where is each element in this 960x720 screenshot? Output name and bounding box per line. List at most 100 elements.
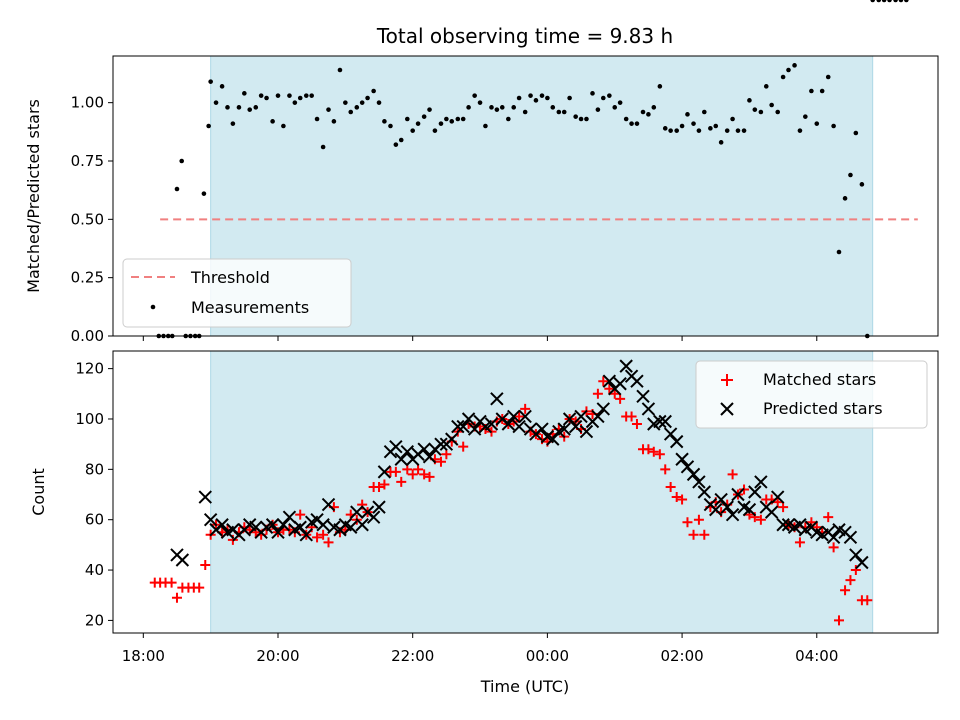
predicted-star-point bbox=[669, 434, 684, 449]
measurement-point bbox=[354, 105, 360, 110]
measurement-point bbox=[516, 95, 522, 101]
measurement-point bbox=[819, 88, 825, 94]
predicted-star-point bbox=[562, 412, 577, 426]
matched-star-point bbox=[626, 411, 637, 422]
matched-star-point bbox=[665, 481, 676, 492]
matched-star-point bbox=[682, 517, 693, 528]
predicted-star-point bbox=[546, 432, 560, 446]
matched-star-point bbox=[312, 532, 323, 543]
predicted-star-point bbox=[720, 500, 734, 514]
top-y-tick-label: 0.75 bbox=[71, 152, 104, 170]
predicted-star-point bbox=[445, 432, 459, 446]
top-legend: Threshold Measurements bbox=[122, 258, 352, 328]
bottom-x-axis-ticks: 18:00 20:00 22:00 00:00 02:00 04:00 bbox=[122, 633, 838, 665]
predicted-star-point bbox=[456, 419, 470, 434]
matched-star-point bbox=[660, 464, 671, 475]
matched-star-point bbox=[424, 471, 435, 482]
measurement-point bbox=[809, 88, 814, 94]
matched-star-point bbox=[250, 527, 261, 538]
measurement-point bbox=[499, 105, 505, 110]
measurement-point bbox=[275, 93, 281, 98]
measurement-point bbox=[646, 112, 651, 117]
measurement-point bbox=[786, 67, 791, 73]
matched-star-point bbox=[323, 537, 334, 548]
bottom-y-axis-ticks: 20 40 60 80 100 120 bbox=[75, 360, 113, 629]
measurement-point bbox=[836, 249, 842, 255]
predicted-star-point bbox=[400, 445, 415, 459]
predicted-star-point bbox=[276, 518, 291, 532]
matched-star-point bbox=[862, 595, 873, 606]
predicted-star-point bbox=[215, 518, 229, 532]
predicted-star-point bbox=[849, 548, 863, 562]
predicted-star-point bbox=[613, 377, 627, 391]
matched-star-point bbox=[850, 565, 861, 576]
matched-star-point bbox=[671, 492, 682, 503]
predicted-star-point bbox=[394, 452, 408, 466]
measurement-point bbox=[848, 172, 853, 178]
x-tick-label: 02:00 bbox=[660, 647, 703, 665]
matched-star-point bbox=[396, 476, 407, 487]
predicted-star-point bbox=[417, 442, 431, 456]
measurement-point bbox=[617, 100, 623, 105]
measurement-point bbox=[348, 109, 354, 115]
measurement-point bbox=[825, 74, 831, 80]
measurement-point bbox=[758, 109, 764, 115]
measurement-point bbox=[792, 63, 797, 68]
measurement-point bbox=[752, 107, 758, 112]
measurement-point bbox=[561, 109, 567, 115]
predicted-star-point bbox=[366, 510, 381, 524]
measurement-point bbox=[292, 100, 298, 105]
legend-measurements-swatch bbox=[150, 304, 156, 310]
matched-star-point bbox=[171, 592, 182, 603]
measurement-point bbox=[634, 121, 640, 126]
measurement-point bbox=[702, 109, 707, 115]
measurement-point bbox=[213, 100, 219, 105]
measurement-point bbox=[225, 105, 230, 110]
measurement-point bbox=[803, 114, 808, 119]
measurement-point bbox=[494, 107, 500, 112]
predicted-star-point bbox=[764, 505, 779, 519]
matched-star-point bbox=[794, 537, 805, 548]
top-x-axis-ticks bbox=[142, 336, 818, 341]
measurement-point bbox=[405, 116, 410, 122]
measurement-point bbox=[797, 128, 803, 133]
measurement-point bbox=[281, 123, 286, 129]
measurement-point bbox=[831, 123, 836, 129]
measurement-point bbox=[174, 186, 180, 192]
predicted-star-point bbox=[714, 492, 728, 507]
matched-star-point bbox=[845, 575, 856, 586]
measurement-point bbox=[708, 126, 713, 131]
measurement-point bbox=[438, 121, 444, 126]
matched-star-point bbox=[407, 469, 418, 480]
measurement-point bbox=[696, 128, 702, 133]
predicted-star-point bbox=[501, 417, 516, 431]
predicted-star-point bbox=[663, 427, 678, 441]
measurement-point bbox=[578, 116, 584, 122]
measurement-point bbox=[270, 119, 275, 124]
matched-star-point bbox=[166, 577, 177, 588]
legend-measurements-label: Measurements bbox=[191, 298, 309, 317]
measurement-point bbox=[718, 140, 724, 145]
predicted-star-point bbox=[686, 467, 701, 482]
measurement-point bbox=[724, 128, 730, 133]
measurement-point bbox=[893, 0, 898, 3]
matched-star-point bbox=[413, 464, 424, 475]
matched-star-point bbox=[778, 502, 789, 513]
measurement-point bbox=[629, 121, 634, 126]
measurement-point bbox=[371, 88, 376, 94]
bottom-y-tick-label: 40 bbox=[85, 561, 104, 579]
matched-star-point bbox=[806, 517, 817, 528]
measurement-point bbox=[455, 116, 461, 122]
measurement-point bbox=[219, 84, 225, 89]
top-y-tick-label: 1.00 bbox=[71, 94, 104, 112]
measurement-point bbox=[842, 196, 848, 201]
matched-star-point bbox=[699, 529, 710, 540]
measurement-point bbox=[421, 114, 427, 119]
measurement-point bbox=[449, 119, 455, 124]
measurement-point bbox=[691, 121, 696, 126]
predicted-star-point bbox=[344, 520, 358, 534]
measurement-point bbox=[556, 109, 562, 115]
measurement-point bbox=[343, 100, 348, 105]
legend-matched-label: Matched stars bbox=[763, 370, 876, 389]
